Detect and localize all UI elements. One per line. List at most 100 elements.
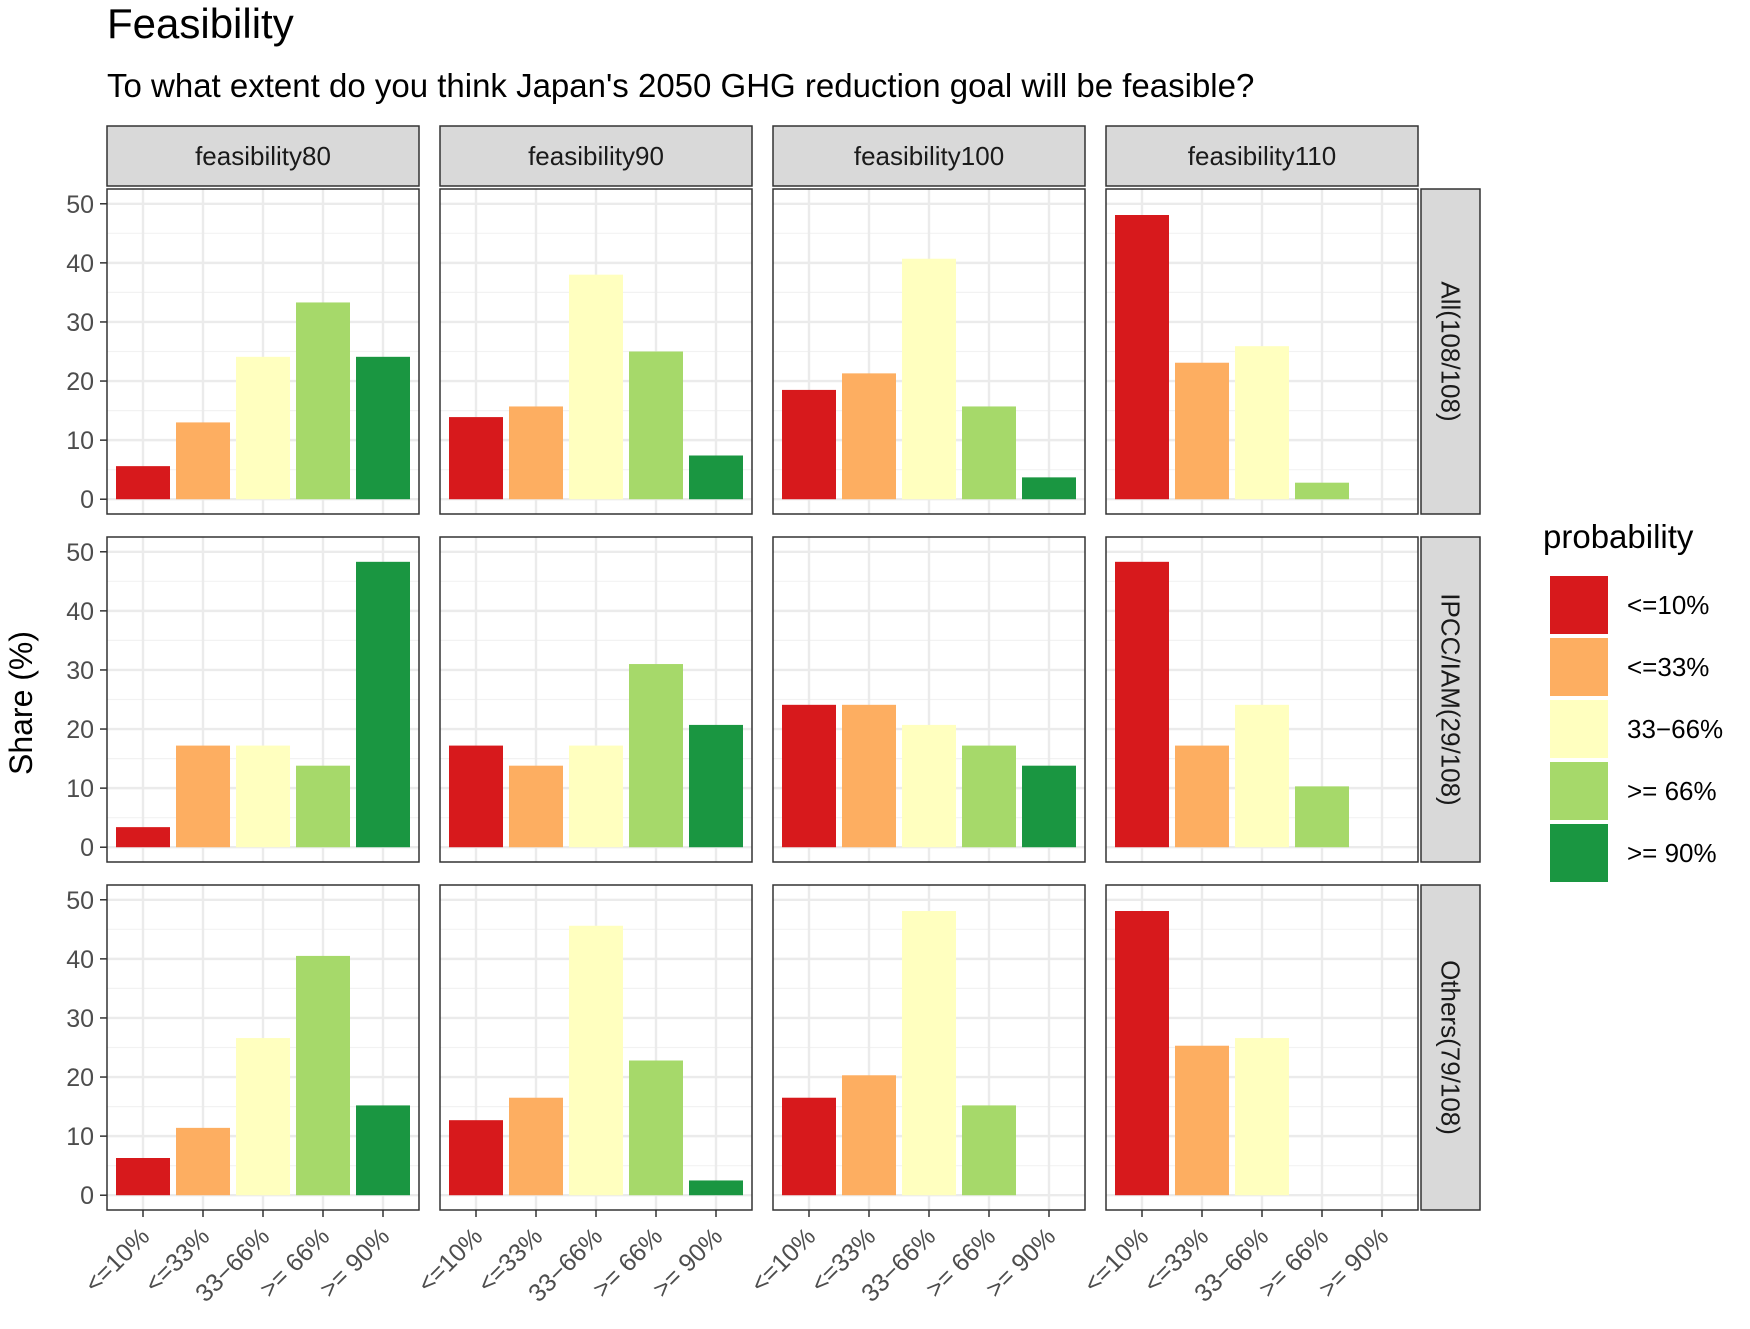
- bar-feasibility80-0-1: [176, 422, 230, 500]
- bar-feasibility100-0-2: [902, 258, 956, 500]
- panel-2-3: [1105, 884, 1419, 1211]
- bar-feasibility110-0-2: [1235, 346, 1289, 500]
- panel-1-1: [439, 536, 753, 863]
- bar-feasibility90-0-1: [509, 406, 563, 500]
- bar-feasibility100-0-3: [962, 406, 1016, 500]
- y-tick-label: 50: [66, 539, 94, 567]
- legend-swatch-4: [1550, 824, 1608, 882]
- panel-1-2: [772, 536, 1086, 863]
- y-tick-label: 50: [66, 191, 94, 219]
- bar-feasibility90-0-2: [569, 274, 623, 500]
- y-axis-title: Share (%): [3, 631, 39, 775]
- panel-border: [1105, 536, 1419, 863]
- row-label-0: All(108/108): [1436, 281, 1466, 421]
- bar-feasibility110-1-1: [1175, 745, 1229, 848]
- bar-feasibility110-0-1: [1175, 362, 1229, 500]
- bar-feasibility80-2-4: [356, 1105, 410, 1196]
- panel-1-3: [1105, 536, 1419, 863]
- bar-feasibility100-1-3: [962, 745, 1016, 848]
- bar-feasibility110-0-3: [1295, 482, 1349, 500]
- bar-feasibility80-1-1: [176, 745, 230, 848]
- facet-label-feasibility110: feasibility110: [1188, 141, 1336, 171]
- panel-2-2: [772, 884, 1086, 1211]
- bar-feasibility90-2-1: [509, 1097, 563, 1196]
- bar-feasibility90-1-4: [689, 724, 743, 848]
- bar-feasibility100-2-2: [902, 911, 956, 1196]
- facet-strip-feasibility90: [439, 125, 753, 187]
- bar-feasibility90-2-3: [629, 1060, 683, 1196]
- bar-feasibility80-2-3: [296, 955, 350, 1196]
- row-label-1: IPCC/IAM(29/108): [1436, 593, 1466, 805]
- bar-feasibility80-1-3: [296, 765, 350, 848]
- bar-feasibility100-0-0: [782, 389, 836, 500]
- facet-strip-feasibility100: [772, 125, 1086, 187]
- chart-subtitle: To what extent do you think Japan's 2050…: [107, 67, 1254, 104]
- bar-feasibility110-1-0: [1115, 561, 1169, 848]
- bar-feasibility80-0-4: [356, 356, 410, 500]
- bar-feasibility100-2-0: [782, 1097, 836, 1196]
- panel-border: [439, 536, 753, 863]
- panel-border: [106, 188, 420, 515]
- panel-0-1: [439, 188, 753, 515]
- bar-feasibility90-1-2: [569, 745, 623, 848]
- y-tick-label: 0: [80, 486, 94, 514]
- bar-feasibility100-0-4: [1022, 477, 1076, 500]
- chart-title: Feasibility: [107, 0, 294, 47]
- panel-0-3: [1105, 188, 1419, 515]
- facet-strip-feasibility110: [1105, 125, 1419, 187]
- bar-feasibility90-2-4: [689, 1180, 743, 1196]
- bar-feasibility80-1-2: [236, 745, 290, 848]
- legend-swatch-2: [1550, 700, 1608, 758]
- row-strip-0: [1420, 188, 1481, 515]
- legend-swatch-1: [1550, 638, 1608, 696]
- y-tick-label: 30: [66, 1005, 94, 1033]
- facet-strip-feasibility80: [106, 125, 420, 187]
- bar-feasibility90-1-3: [629, 664, 683, 848]
- legend-swatch-3: [1550, 762, 1608, 820]
- bar-feasibility90-2-2: [569, 925, 623, 1196]
- legend: probability <=10% <=33% 33−66% >= 66% >= 90%: [1543, 518, 1723, 882]
- bar-feasibility110-1-2: [1235, 704, 1289, 848]
- legend-label-3: >= 66%: [1627, 776, 1717, 806]
- panel-border: [772, 188, 1086, 515]
- y-tick-label: 20: [66, 368, 94, 396]
- legend-swatch-0: [1550, 576, 1608, 634]
- bar-feasibility80-1-4: [356, 561, 410, 848]
- legend-label-0: <=10%: [1627, 590, 1709, 620]
- bar-feasibility110-2-0: [1115, 911, 1169, 1196]
- panel-2-1: [439, 884, 753, 1211]
- bar-feasibility110-2-1: [1175, 1045, 1229, 1196]
- row-label-2: Others(79/108): [1436, 960, 1466, 1135]
- facet-label-feasibility90: feasibility90: [528, 141, 664, 171]
- panel-0-2: [772, 188, 1086, 515]
- y-tick-label: 10: [66, 775, 94, 803]
- facet-label-feasibility100: feasibility100: [854, 141, 1004, 171]
- panel-0-0: [106, 188, 420, 515]
- y-tick-label: 0: [80, 834, 94, 862]
- panel-2-0: [106, 884, 420, 1211]
- bar-feasibility90-0-0: [449, 417, 503, 500]
- bar-feasibility80-0-0: [116, 466, 170, 500]
- x-tick-label: <=10%: [79, 1222, 155, 1298]
- x-tick-label: <=10%: [1078, 1222, 1154, 1298]
- row-strip-1: [1420, 536, 1481, 863]
- y-tick-label: 30: [66, 657, 94, 685]
- panel-grid: feasibility80 feasibility90 feasibility100…: [66, 125, 1481, 1308]
- y-tick-label: 0: [80, 1182, 94, 1210]
- row-strip-2: [1420, 884, 1481, 1211]
- bar-feasibility90-1-0: [449, 745, 503, 848]
- y-tick-label: 20: [66, 716, 94, 744]
- bar-feasibility90-1-1: [509, 765, 563, 848]
- facet-label-feasibility80: feasibility80: [195, 141, 331, 171]
- bar-feasibility80-0-2: [236, 356, 290, 500]
- bar-feasibility100-0-1: [842, 373, 896, 500]
- panel-border: [106, 536, 420, 863]
- bar-feasibility80-2-1: [176, 1127, 230, 1196]
- y-tick-label: 20: [66, 1064, 94, 1092]
- panel-1-0: [106, 536, 420, 863]
- y-tick-label: 40: [66, 250, 94, 278]
- bar-feasibility110-1-3: [1295, 786, 1349, 848]
- legend-label-4: >= 90%: [1627, 838, 1717, 868]
- y-tick-label: 30: [66, 309, 94, 337]
